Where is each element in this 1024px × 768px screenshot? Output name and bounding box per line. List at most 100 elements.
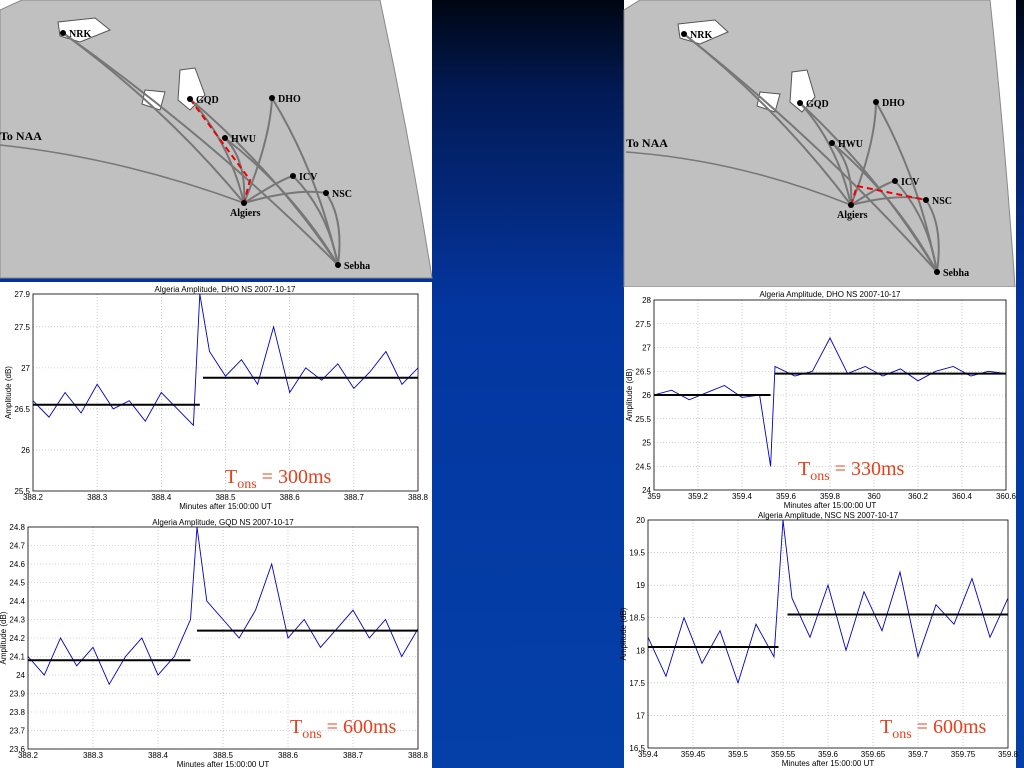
y-tick-label: 18.5 (629, 614, 645, 623)
x-axis-label: Minutes after 15:00:00 UT (179, 502, 272, 511)
x-tick-label: 359.4 (638, 750, 659, 759)
station-label: DHO (882, 98, 905, 109)
y-tick-label: 24.2 (9, 634, 25, 643)
x-tick-label: 388.4 (151, 493, 172, 502)
y-tick-label: 23.9 (9, 690, 25, 699)
map-land (623, 0, 1016, 288)
x-tick-label: 359.6 (776, 492, 797, 501)
annotation-part: = 600ms (322, 716, 397, 738)
propagation-path (894, 180, 938, 273)
station-label: HWU (838, 139, 863, 150)
x-tick-label: 359.2 (688, 492, 709, 501)
propagation-path (831, 142, 938, 273)
x-tick-label: 360.2 (908, 492, 929, 501)
station-label: GQD (196, 95, 219, 106)
x-tick-label: 388.7 (343, 751, 364, 760)
station (222, 135, 228, 141)
y-tick-label: 24.5 (9, 579, 25, 588)
station-label: Algiers (837, 210, 868, 221)
y-tick-label: 24.7 (9, 542, 25, 551)
annotation-part: T (290, 716, 302, 738)
signal-line (654, 337, 1006, 467)
propagation-path (224, 137, 339, 266)
chart-panel (624, 512, 1016, 768)
x-tick-label: 359.55 (771, 750, 796, 759)
y-tick-label: 27 (642, 344, 651, 353)
chart-title: Algeria Amplitude, DHO NS 2007-10-17 (155, 285, 297, 294)
y-tick-label: 18 (636, 646, 645, 655)
station-label: ICV (299, 172, 318, 183)
y-tick-label: 24.5 (635, 462, 651, 471)
y-axis-label: Amplitude (dB) (0, 611, 8, 664)
y-tick-label: 24.4 (9, 597, 25, 606)
plot-frame (647, 519, 1009, 749)
x-tick-label: 388.5 (213, 751, 234, 760)
y-tick-label: 24.8 (9, 523, 25, 532)
island (57, 17, 111, 43)
station (290, 173, 296, 179)
x-tick-label: 388.6 (278, 751, 299, 760)
station (873, 99, 879, 105)
x-tick-label: 359 (647, 492, 661, 501)
x-tick-label: 359.8 (998, 750, 1019, 759)
station-label: NSC (332, 189, 352, 200)
x-tick-label: 388.3 (83, 751, 104, 760)
x-axis-label: Minutes after 15:00:00 UT (177, 760, 270, 768)
x-tick-label: 359.7 (908, 750, 929, 759)
y-axis-label: Amplitude (dB) (4, 366, 13, 419)
y-tick-label: 24.1 (9, 653, 25, 662)
x-tick-label: 388.8 (408, 751, 429, 760)
station (269, 95, 275, 101)
station (60, 30, 66, 36)
y-tick-label: 24.3 (9, 616, 25, 625)
y-tick-label: 26 (642, 391, 651, 400)
y-tick-label: 27.5 (14, 323, 30, 332)
disturbed-path (189, 98, 252, 204)
plot-frame (653, 299, 1007, 491)
x-tick-label: 388.7 (344, 493, 365, 502)
y-tick-label: 19 (636, 581, 645, 590)
station (892, 178, 898, 184)
station-label: HWU (231, 134, 256, 145)
y-tick-label: 26.5 (14, 405, 30, 414)
station-label: Algiers (230, 208, 261, 219)
annotation: Tons = 330ms (798, 458, 905, 484)
y-tick-label: 23.7 (9, 727, 25, 736)
x-tick-label: 388.8 (408, 493, 429, 502)
station (934, 269, 940, 275)
annotation-sub: ons (302, 727, 321, 742)
y-tick-label: 28 (642, 296, 651, 305)
propagation-path (0, 144, 245, 204)
y-tick-label: 25.5 (635, 415, 651, 424)
annotation-sub: ons (237, 477, 256, 492)
station-label: Sebha (344, 261, 370, 272)
station-label: To NAA (626, 136, 668, 150)
annotation-part: T (798, 458, 810, 480)
station (797, 100, 803, 106)
y-tick-label: 24 (16, 671, 25, 680)
propagation-path (62, 32, 339, 266)
y-axis-label: Amplitude (dB) (619, 607, 628, 660)
chart-title: Algeria Amplitude, DHO NS 2007-10-17 (760, 290, 902, 299)
y-axis-label: Amplitude (dB) (625, 368, 634, 421)
x-tick-label: 359.45 (681, 750, 706, 759)
y-tick-label: 23.8 (9, 708, 25, 717)
chart-panel (0, 516, 432, 768)
station-label: NSC (932, 196, 952, 207)
x-axis-label: Minutes after 15:00:00 UT (782, 759, 875, 768)
station (335, 262, 341, 268)
annotation-sub: ons (810, 469, 829, 484)
x-tick-label: 360.4 (952, 492, 973, 501)
y-tick-label: 27.9 (14, 290, 30, 299)
x-tick-label: 388.2 (18, 751, 39, 760)
station-label: DHO (278, 94, 301, 105)
y-tick-label: 16.5 (629, 744, 645, 753)
station (323, 190, 329, 196)
propagation-path (625, 151, 852, 206)
y-tick-label: 26.5 (635, 367, 651, 376)
station (681, 31, 687, 37)
propagation-path (925, 199, 940, 273)
y-tick-label: 20 (636, 516, 645, 525)
x-tick-label: 359.6 (818, 750, 839, 759)
